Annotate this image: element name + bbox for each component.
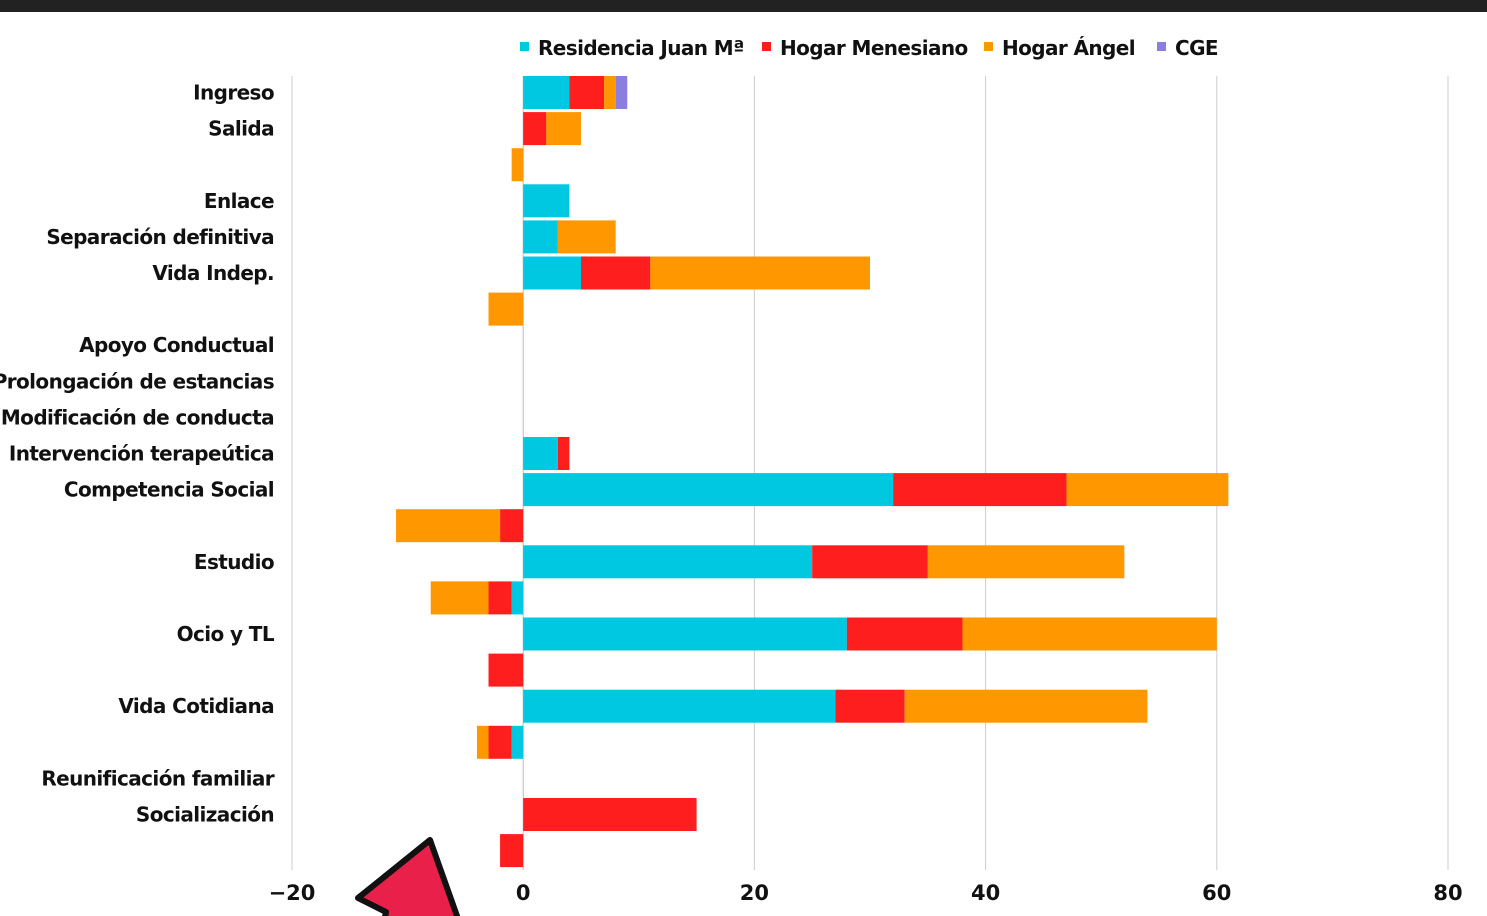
bar-segment [500, 509, 524, 543]
bar-segment [812, 545, 928, 579]
bar-segment [488, 653, 524, 687]
category-label: Enlace [204, 189, 274, 213]
legend-label: Hogar Menesiano [780, 36, 968, 60]
bar-segment [557, 437, 570, 470]
bar-segment [523, 437, 558, 470]
bar-segment [523, 220, 558, 254]
bar-segment [523, 617, 847, 651]
legend-label: CGE [1175, 36, 1218, 60]
bar-segment [523, 76, 570, 109]
bar-segment [962, 617, 1217, 651]
bar-segment [523, 545, 813, 579]
bar-segment [650, 256, 870, 290]
bar-segment [511, 725, 524, 759]
bar-segment [523, 184, 570, 218]
bar-segment [500, 834, 524, 868]
x-axis-ticks: −20 0 20 40 60 80 [269, 881, 1463, 905]
category-label: Modificación de conducta [1, 405, 274, 429]
legend: Residencia Juan Mª Hogar Menesiano Hogar Á… [520, 36, 1219, 60]
category-label: Ocio y TL [177, 622, 275, 646]
bar-segment [1066, 473, 1229, 507]
legend-item: Hogar Ángel [984, 36, 1136, 60]
bar-segment [488, 725, 512, 759]
category-label: Ingreso [193, 81, 274, 105]
bar-segment [846, 617, 963, 651]
bar-segment [927, 545, 1125, 579]
bar-segment [523, 473, 894, 507]
grid-layer [291, 76, 1449, 870]
x-tick-label: 0 [516, 881, 531, 905]
bar-segment [396, 509, 501, 543]
category-label: Vida Cotidiana [118, 694, 274, 718]
legend-swatch [984, 42, 993, 51]
category-label: Separación definitiva [46, 225, 274, 249]
bar-segment [835, 689, 905, 723]
bar-segment [904, 689, 1148, 723]
bar-segment [615, 76, 628, 109]
bar-segment [523, 256, 581, 290]
legend-label: Residencia Juan Mª [538, 36, 744, 60]
bar-segment [581, 256, 651, 290]
bar-segment [488, 292, 524, 326]
x-tick-label: 60 [1202, 881, 1231, 905]
bar-segment [523, 798, 697, 831]
legend-swatch [1157, 42, 1166, 51]
category-label: Prolongación de estancias [0, 369, 274, 393]
x-tick-label: −20 [269, 881, 316, 905]
category-label: Socialización [136, 803, 274, 827]
category-labels: Ingreso Salida Enlace Separación definitiva… [0, 81, 275, 827]
bar-segment [511, 148, 524, 182]
category-label: Competencia Social [64, 478, 274, 502]
top-bar [0, 0, 1487, 12]
category-label: Intervención terapeútica [9, 442, 274, 466]
category-label: Apoyo Conductual [79, 333, 274, 357]
legend-item: CGE [1157, 36, 1219, 60]
category-label: Estudio [194, 550, 274, 574]
bars-layer [396, 76, 1229, 868]
bar-segment [546, 112, 581, 146]
legend-swatch [762, 42, 771, 51]
x-tick-label: 20 [740, 881, 769, 905]
bar-segment [557, 220, 616, 254]
bar-segment [604, 76, 616, 109]
category-label: Salida [208, 117, 274, 141]
bar-segment [523, 689, 836, 723]
x-tick-label: 80 [1433, 881, 1462, 905]
pointer-arrow-icon [355, 837, 461, 916]
bar-segment [893, 473, 1067, 507]
legend-label: Hogar Ángel [1002, 36, 1135, 60]
x-tick-label: 40 [971, 881, 1000, 905]
category-label: Vida Indep. [152, 261, 274, 285]
pointer-arrow [355, 837, 461, 916]
bar-segment [523, 112, 547, 146]
bar-segment [511, 581, 524, 615]
bar-segment [488, 581, 512, 615]
legend-item: Residencia Juan Mª [520, 36, 744, 60]
category-label: Reunificación familiar [41, 766, 274, 790]
bar-segment [476, 725, 489, 759]
bar-segment [569, 76, 605, 109]
legend-item: Hogar Menesiano [762, 36, 968, 60]
legend-swatch [520, 42, 529, 51]
bar-segment [430, 581, 489, 615]
